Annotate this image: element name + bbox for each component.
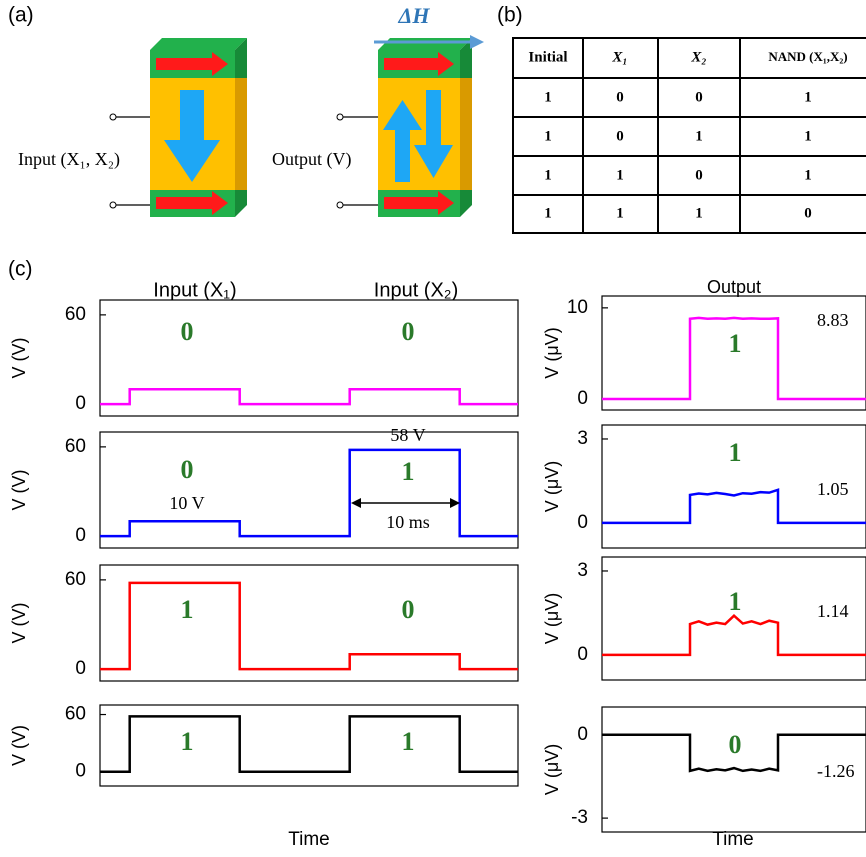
y-tick-label: 3: [577, 428, 588, 449]
annotation: 1: [402, 727, 415, 756]
table-cell: 0: [804, 205, 812, 221]
annotation: 0: [402, 317, 415, 346]
y-tick-label: 0: [75, 658, 86, 679]
y-tick-label: -3: [571, 807, 588, 828]
annotation: 1.14: [817, 601, 849, 621]
truth-table: [513, 38, 866, 233]
y-axis-label: V (V): [9, 337, 29, 378]
table-header: X₂: [690, 49, 706, 65]
annotation: 0: [402, 595, 415, 624]
panel-label: (c): [8, 258, 33, 281]
y-axis-label: V (μV): [542, 744, 562, 795]
y-tick-label: 0: [577, 644, 588, 665]
y-axis-label: V (V): [9, 469, 29, 510]
y-tick-label: 60: [65, 569, 86, 590]
column-title: Output: [707, 277, 761, 297]
y-tick-label: 0: [577, 388, 588, 409]
figure: (a) (b) (c) Input (X₁, X₂) Output (V): [0, 0, 866, 857]
table-cell: 1: [804, 89, 812, 105]
table-cell: 1: [616, 167, 624, 183]
y-tick-label: 60: [65, 704, 86, 725]
signal-line: [602, 616, 866, 655]
y-tick-label: 60: [65, 436, 86, 457]
table-cell: 1: [616, 205, 624, 221]
y-tick-label: 0: [75, 761, 86, 782]
table-cell: 1: [695, 128, 703, 144]
field-label: ΔH: [398, 3, 431, 28]
field-arrow-head: [470, 35, 484, 49]
device-input: [110, 38, 247, 217]
y-axis-label: V (μV): [542, 327, 562, 378]
annotation: 0: [181, 317, 194, 346]
annotation: -1.26: [817, 761, 855, 781]
input-label: Input (X₁, X₂): [18, 149, 120, 170]
signal-line: [100, 583, 518, 669]
arrow-head: [351, 498, 361, 508]
plot-frame: [100, 300, 518, 416]
y-tick-label: 60: [65, 304, 86, 325]
annotation: 1: [402, 457, 415, 486]
annotation: 1: [729, 329, 742, 358]
annotation: 10 V: [169, 493, 204, 513]
table-cell: 0: [695, 167, 703, 183]
annotation: 1: [181, 727, 194, 756]
table-cell: 0: [695, 89, 703, 105]
panel-label: (b): [497, 4, 523, 27]
table-header: NAND (X₁,X₂): [768, 49, 847, 64]
table-cell: 1: [804, 128, 812, 144]
y-axis-label: V (V): [9, 725, 29, 766]
table-cell: 1: [544, 128, 552, 144]
annotation: 1: [729, 438, 742, 467]
table-cell: 1: [804, 167, 812, 183]
table-cell: 0: [616, 89, 624, 105]
table-cell: 1: [544, 89, 552, 105]
x-axis-label: Time: [288, 829, 330, 850]
column-title: Input (X₂): [374, 279, 458, 301]
signal-line: [100, 389, 518, 404]
device-output: [337, 38, 472, 217]
annotation: 1: [729, 587, 742, 616]
signal-line: [100, 716, 518, 771]
y-tick-label: 0: [75, 393, 86, 414]
output-label: Output (V): [272, 149, 352, 170]
table-cell: 1: [544, 205, 552, 221]
y-axis-label: V (V): [9, 602, 29, 643]
annotation: 1: [181, 595, 194, 624]
panel-label: (a): [8, 4, 34, 27]
table-header: Initial: [528, 49, 567, 65]
annotation: 0: [729, 730, 742, 759]
annotation: 1.05: [817, 479, 849, 499]
y-tick-label: 0: [75, 525, 86, 546]
annotation: 58 V: [390, 425, 425, 445]
x-axis-label: Time: [712, 829, 754, 850]
column-title: Input (X₁): [153, 279, 236, 301]
y-tick-label: 10: [567, 297, 588, 318]
annotation: 10 ms: [386, 512, 430, 532]
signal-line: [100, 450, 518, 536]
table-header: X₁: [611, 49, 627, 65]
table-cell: 1: [544, 167, 552, 183]
y-axis-label: V (μV): [542, 593, 562, 644]
table-cell: 0: [616, 128, 624, 144]
y-axis-label: V (μV): [542, 461, 562, 512]
y-tick-label: 0: [577, 724, 588, 745]
table-cell: 1: [695, 205, 703, 221]
annotation: 8.83: [817, 310, 849, 330]
annotation: 0: [181, 455, 194, 484]
y-tick-label: 0: [577, 512, 588, 533]
y-tick-label: 3: [577, 560, 588, 581]
